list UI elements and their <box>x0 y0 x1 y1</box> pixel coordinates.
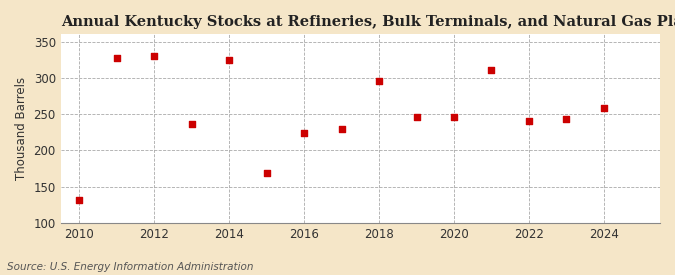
Point <box>224 58 235 63</box>
Point <box>561 117 572 121</box>
Point <box>111 55 122 60</box>
Point <box>449 115 460 119</box>
Point <box>149 54 160 58</box>
Text: Annual Kentucky Stocks at Refineries, Bulk Terminals, and Natural Gas Plants of : Annual Kentucky Stocks at Refineries, Bu… <box>61 15 675 29</box>
Point <box>336 127 347 131</box>
Point <box>261 171 272 175</box>
Point <box>486 68 497 72</box>
Text: Source: U.S. Energy Information Administration: Source: U.S. Energy Information Administ… <box>7 262 253 272</box>
Point <box>524 119 535 123</box>
Point <box>299 131 310 135</box>
Point <box>411 115 422 119</box>
Y-axis label: Thousand Barrels: Thousand Barrels <box>15 77 28 180</box>
Point <box>74 197 85 202</box>
Point <box>599 105 610 110</box>
Point <box>374 79 385 84</box>
Point <box>186 122 197 127</box>
